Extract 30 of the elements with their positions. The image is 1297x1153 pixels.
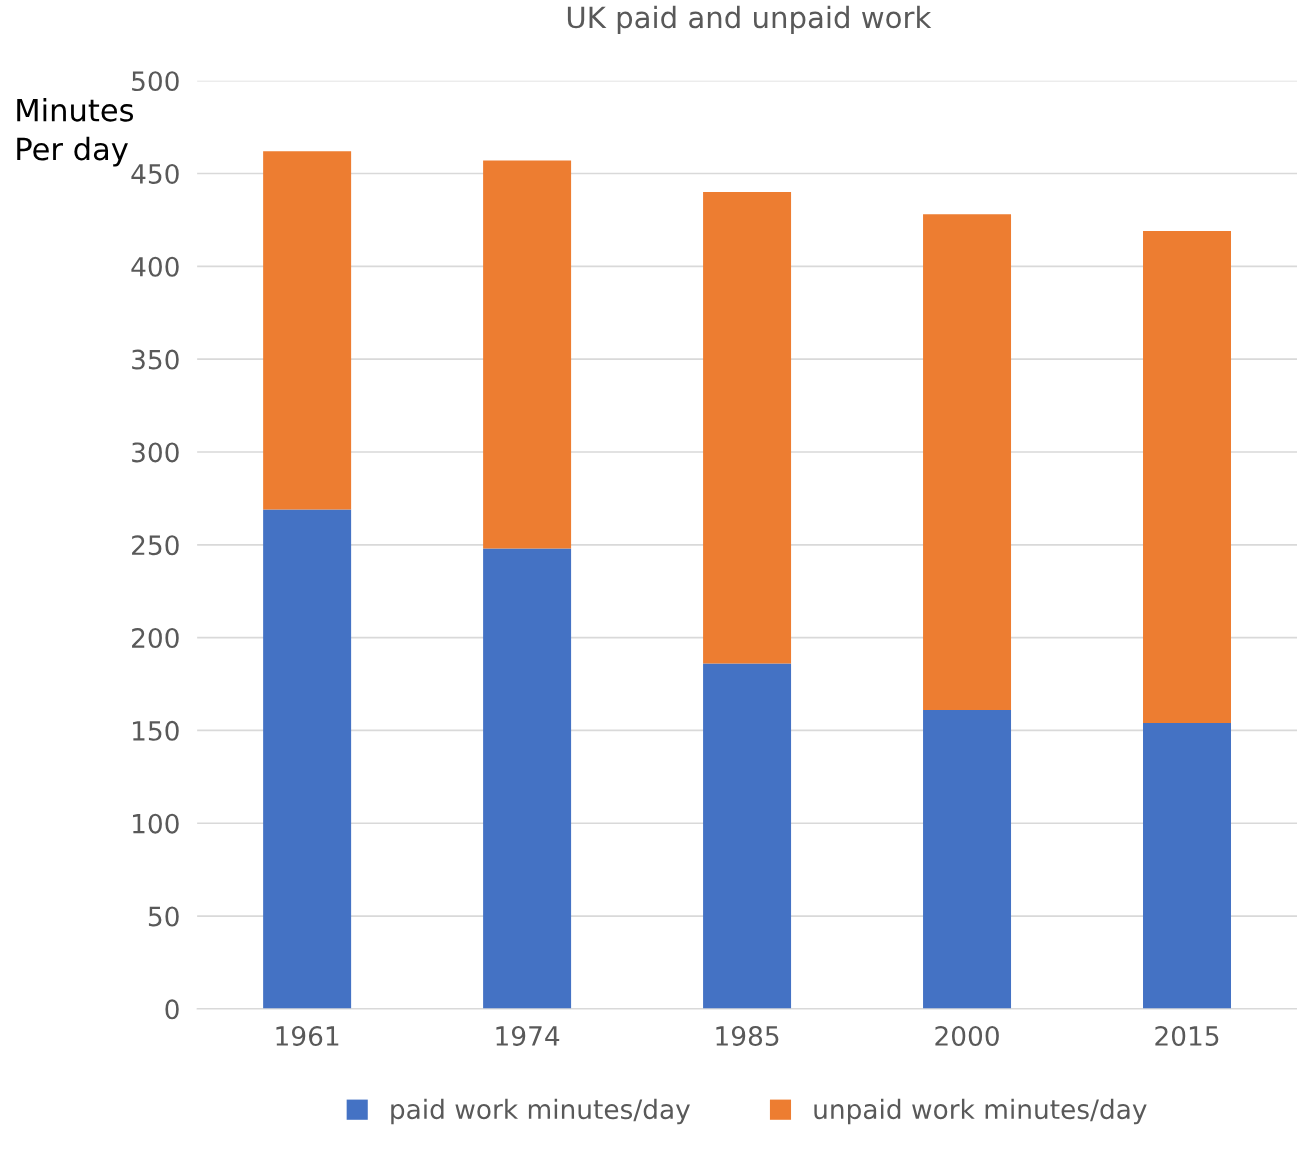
x-tick-label: 1985 <box>716 1026 779 1046</box>
y-tick-label: 300 <box>132 442 179 463</box>
bar <box>703 192 792 664</box>
bar <box>483 548 572 1009</box>
x-tick-label: 2000 <box>935 1026 999 1046</box>
y-axis-title: Minutes Per day <box>17 98 134 167</box>
y-tick-label: 250 <box>132 535 179 556</box>
y-tick-label: 200 <box>132 628 179 649</box>
y-tick-label: 100 <box>133 813 179 834</box>
y-tick-label: 50 <box>148 906 179 927</box>
x-tick-label: 2015 <box>1155 1026 1219 1046</box>
bar <box>483 160 572 549</box>
y-tick-label: 0 <box>165 999 179 1020</box>
x-tick-label: 1961 <box>276 1026 339 1046</box>
bar <box>263 151 352 510</box>
x-tick-label: 1974 <box>496 1026 560 1046</box>
bar <box>1143 231 1232 723</box>
y-tick-label: 500 <box>132 71 179 92</box>
legend-label: unpaid work minutes/day <box>814 1098 1147 1125</box>
bar <box>703 663 792 1009</box>
y-tick-label: 450 <box>131 163 179 184</box>
bar <box>263 509 352 1009</box>
y-tick-label: 150 <box>133 720 179 741</box>
bar <box>923 214 1012 711</box>
bar <box>923 710 1012 1009</box>
bar <box>1143 723 1232 1009</box>
y-tick-label: 350 <box>132 349 179 370</box>
y-tick-label: 400 <box>131 256 179 277</box>
legend-label: paid work minutes/day <box>391 1098 690 1125</box>
chart-title: UK paid and unpaid work <box>567 5 932 34</box>
